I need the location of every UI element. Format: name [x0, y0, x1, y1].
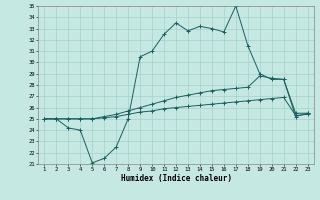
X-axis label: Humidex (Indice chaleur): Humidex (Indice chaleur)	[121, 174, 231, 183]
